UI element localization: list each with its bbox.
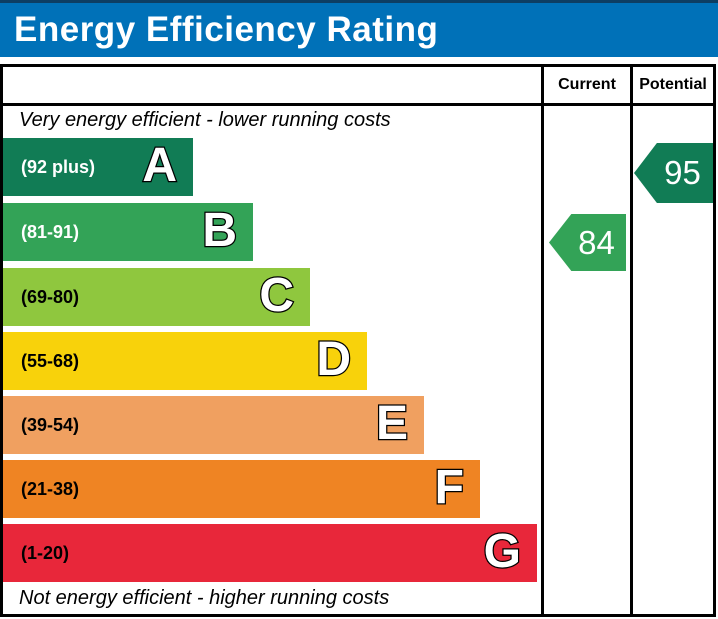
- band-range-label: (69-80): [21, 287, 80, 307]
- chart-title: Energy Efficiency Rating: [14, 10, 439, 49]
- band-row-c: (69-80) C: [3, 268, 310, 326]
- band-row-e: (39-54) E: [3, 396, 424, 454]
- potential-rating-value: 95: [664, 154, 701, 191]
- band-letter: C: [258, 268, 295, 324]
- current-column-divider: [541, 67, 544, 614]
- current-column-header: Current: [558, 76, 616, 93]
- potential-column-header: Potential: [639, 76, 707, 93]
- band-range-label: (39-54): [21, 415, 80, 435]
- band-range-label: (92 plus): [21, 157, 96, 177]
- potential-column-divider: [630, 67, 633, 614]
- band-letter: F: [433, 460, 465, 516]
- potential-rating-arrow: 95: [634, 143, 713, 203]
- band-row-g: (1-20) G: [3, 524, 537, 582]
- band-letter: B: [201, 203, 238, 259]
- title-bar: Energy Efficiency Rating: [0, 0, 718, 57]
- band-letter: G: [482, 524, 522, 580]
- band-row-a: (92 plus) A: [3, 138, 193, 196]
- band-range-label: (1-20): [21, 543, 70, 563]
- note-very-efficient: Very energy efficient - lower running co…: [19, 109, 391, 131]
- band-range-label: (81-91): [21, 222, 80, 242]
- band-range-label: (55-68): [21, 351, 80, 371]
- band-row-f: (21-38) F: [3, 460, 480, 518]
- band-letter: D: [315, 332, 352, 388]
- current-rating-arrow: 84: [549, 214, 626, 271]
- header-divider: [3, 103, 713, 106]
- chart-frame: Current Potential Very energy efficient …: [0, 64, 716, 617]
- note-not-efficient: Not energy efficient - higher running co…: [19, 587, 390, 609]
- current-rating-value: 84: [578, 223, 615, 261]
- band-letter: E: [375, 396, 410, 452]
- band-row-b: (81-91) B: [3, 203, 253, 261]
- band-letter: A: [141, 138, 178, 194]
- band-row-d: (55-68) D: [3, 332, 367, 390]
- band-range-label: (21-38): [21, 479, 80, 499]
